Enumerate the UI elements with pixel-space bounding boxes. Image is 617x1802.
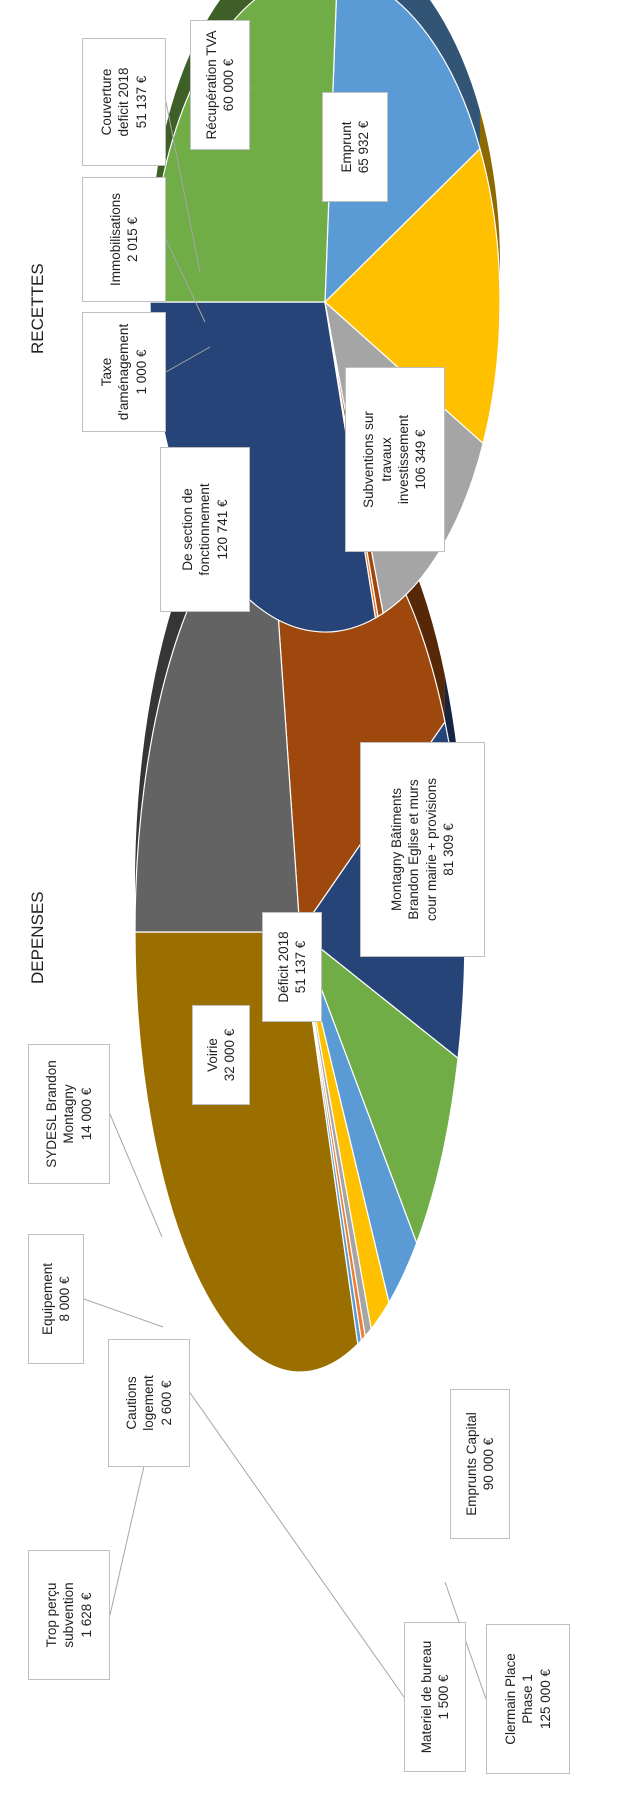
pie-1-label-0: De section de fonctionnement 120 741 €	[160, 447, 250, 612]
label-value: 8 000 €	[57, 1276, 72, 1322]
label-line: SYDESL Brandon	[44, 1060, 60, 1168]
pie-0-slice-0	[134, 931, 359, 1373]
pie-0-leader-5	[109, 1113, 163, 1238]
label-value: 1 500 €	[436, 1674, 451, 1720]
pie-0-label-6: Voirie 32 000 €	[192, 1005, 250, 1105]
label-line: travaux	[378, 437, 394, 482]
pie-1-label-2: Immobilisations 2 015 €	[82, 177, 166, 302]
pie-1-leader-1	[165, 346, 211, 373]
pie-0-label-2: Trop perçu subvention 1 628 €	[28, 1550, 110, 1680]
label-line: Déficit 2018	[275, 931, 291, 1003]
label-line: Materiel de bureau	[418, 1640, 434, 1754]
label-value: 90 000 €	[481, 1437, 496, 1491]
label-line: fonctionnement	[197, 483, 213, 576]
pie-0-label-1: Materiel de bureau 1 500 €	[404, 1622, 466, 1772]
label-value: 2 015 €	[125, 216, 140, 263]
label-value: 125 000 €	[537, 1668, 553, 1730]
label-line: De section de	[180, 488, 196, 571]
pie-0-label-7: Déficit 2018 51 137 €	[262, 912, 322, 1022]
label-line: Récupération TVA	[203, 30, 219, 140]
pie-0-label-5: SYDESL Brandon Montagny 14 000 €	[28, 1044, 110, 1184]
label-line: Emprunt	[338, 121, 354, 173]
pie-1-label-4: Récupération TVA 60 000 €	[190, 20, 250, 150]
label-line: investissement	[396, 414, 411, 505]
label-line: subvention	[61, 1582, 77, 1648]
label-line: Trop perçu	[44, 1582, 60, 1648]
pie-1-wall-6	[150, 0, 338, 302]
label-value: 32 000 €	[222, 1028, 237, 1082]
label-line: deficit 2018	[116, 67, 132, 137]
pie-0-leader-1	[173, 1369, 405, 1698]
label-line: Equipement	[39, 1262, 55, 1336]
pie-1-label-5: Emprunt 65 932 €	[322, 92, 388, 202]
pie-1-leader-2	[165, 239, 206, 323]
label-value: 120 741 €	[214, 499, 230, 560]
pie-0-label-3: Cautions logement 2 600 €	[108, 1339, 190, 1467]
pie-1-label-3: Couverture deficit 2018 51 137 €	[82, 38, 166, 166]
label-line: Montagny Bâtiments	[388, 787, 404, 912]
pie-0-label-4: Equipement 8 000 €	[28, 1234, 84, 1364]
pie-1-wall-5	[337, 0, 480, 149]
label-line: Montagny	[61, 1084, 77, 1144]
pie-1-slice-5	[324, 0, 481, 304]
label-line: Emprunts Capital	[463, 1412, 479, 1516]
pie-1-leader-3	[165, 101, 201, 273]
label-value: 81 309 €	[440, 823, 456, 876]
pie-0-label-0: Clermain Place Phase 1 125 000 €	[486, 1624, 570, 1774]
label-value: 106 349 €	[413, 429, 429, 490]
label-line: Couverture	[99, 68, 115, 136]
label-value: 14 000 €	[78, 1087, 94, 1141]
label-value: 2 600 €	[158, 1380, 174, 1426]
label-line: Phase 1	[520, 1674, 536, 1724]
label-line: logement	[141, 1375, 157, 1431]
pie-1-slice-4	[324, 147, 501, 445]
label-line: Subventions sur	[361, 411, 377, 508]
label-line: Taxe	[99, 357, 115, 387]
label-value: 1 628 €	[78, 1592, 94, 1638]
pie-0-label-8: Montagny Bâtiments Brandon Eglise et murs…	[360, 742, 485, 957]
pie-1-label-6: Subventions sur travaux investissement 106 …	[345, 367, 445, 552]
label-value: 51 137 €	[293, 940, 308, 994]
pie-0-slice-6	[298, 930, 459, 1245]
label-line: Immobilisations	[107, 192, 123, 287]
label-value: 1 000 €	[133, 349, 149, 395]
label-line: cour mairie + provisions	[423, 778, 439, 921]
pie-0-label-9: Emprunts Capital 90 000 €	[450, 1389, 510, 1539]
label-value: 51 137 €	[133, 75, 149, 129]
label-line: Voirie	[204, 1038, 220, 1072]
label-line: d'aménagement	[116, 323, 132, 421]
label-value: 60 000 €	[221, 58, 236, 112]
label-line: Clermain Place	[503, 1653, 519, 1745]
label-value: 65 932 €	[356, 120, 371, 174]
label-line: Cautions	[124, 1376, 140, 1430]
pie-1-label-1: Taxe d'aménagement 1 000 €	[82, 312, 166, 432]
label-line: Brandon Eglise et murs	[406, 779, 422, 920]
pie-0-leader-4	[83, 1298, 164, 1328]
